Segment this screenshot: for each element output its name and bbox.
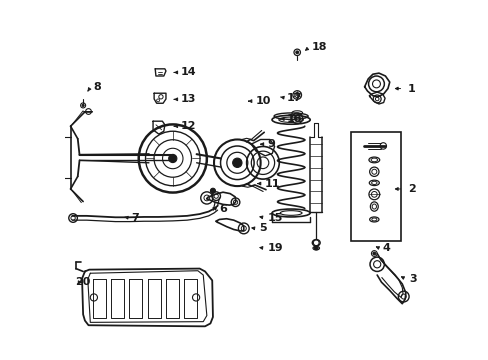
Circle shape bbox=[372, 252, 375, 255]
Text: 20: 20 bbox=[75, 277, 90, 287]
Text: 19: 19 bbox=[267, 243, 283, 253]
Text: 16: 16 bbox=[286, 114, 302, 124]
Text: 13: 13 bbox=[180, 94, 196, 104]
Text: 4: 4 bbox=[382, 243, 389, 253]
Text: 5: 5 bbox=[258, 224, 266, 233]
Text: 15: 15 bbox=[267, 213, 283, 222]
Text: 1: 1 bbox=[407, 84, 415, 94]
Text: 7: 7 bbox=[131, 213, 139, 222]
Circle shape bbox=[210, 188, 215, 193]
Text: 2: 2 bbox=[407, 184, 415, 194]
Text: 8: 8 bbox=[93, 82, 101, 92]
Text: 6: 6 bbox=[219, 204, 227, 214]
Circle shape bbox=[314, 246, 317, 250]
Circle shape bbox=[82, 104, 84, 107]
Circle shape bbox=[232, 158, 242, 167]
Text: 3: 3 bbox=[408, 274, 416, 284]
Text: 9: 9 bbox=[267, 139, 275, 149]
Text: 17: 17 bbox=[286, 93, 302, 103]
Text: 11: 11 bbox=[264, 179, 279, 189]
Circle shape bbox=[168, 154, 177, 163]
Text: 12: 12 bbox=[180, 121, 196, 131]
Bar bbox=[351, 132, 400, 241]
Text: 10: 10 bbox=[255, 96, 270, 106]
Circle shape bbox=[295, 51, 298, 54]
Text: 18: 18 bbox=[311, 42, 327, 52]
Text: 14: 14 bbox=[180, 67, 196, 77]
